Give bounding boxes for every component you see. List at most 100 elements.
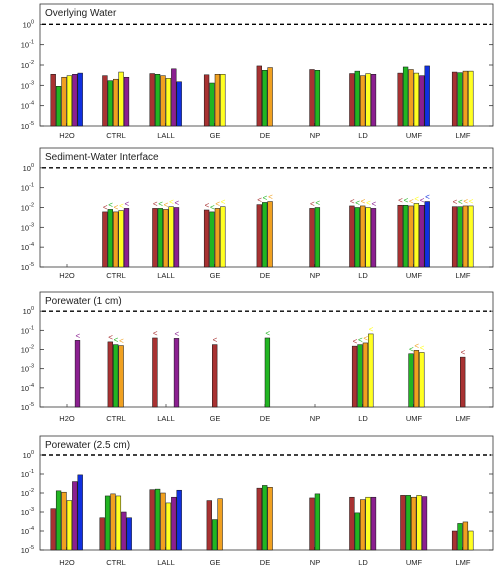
bar <box>61 491 67 551</box>
y-tick-label: 100 <box>23 19 34 29</box>
bar <box>457 72 463 127</box>
y-tick-label: 100 <box>23 163 34 173</box>
detection-limit-marker: < <box>363 334 368 343</box>
y-tick-label: 100 <box>23 450 34 460</box>
bar <box>157 208 163 268</box>
category-label: LMF <box>456 414 471 423</box>
y-tick-label: 10-2 <box>21 60 34 70</box>
detection-limit-marker: < <box>420 343 425 352</box>
detection-limit-marker: < <box>453 198 458 207</box>
bar <box>214 74 221 127</box>
bar <box>118 71 124 127</box>
bar <box>154 488 161 551</box>
detection-limit-marker: < <box>263 193 268 202</box>
bar <box>256 204 262 268</box>
panel-title: Sediment-Water Interface <box>45 152 159 163</box>
bar <box>368 333 374 408</box>
y-tick-label: 10-1 <box>21 183 34 193</box>
bar <box>462 70 469 127</box>
bar <box>163 209 169 268</box>
y-tick-label: 100 <box>23 306 34 316</box>
bar <box>460 356 466 408</box>
detection-limit-marker: < <box>350 197 355 206</box>
bar <box>123 208 130 268</box>
detection-limit-marker: < <box>315 199 320 208</box>
bar <box>212 519 218 551</box>
bar <box>354 70 360 127</box>
bar <box>104 495 111 551</box>
bar <box>267 67 273 127</box>
detection-limit-marker: < <box>108 200 113 209</box>
bar <box>212 344 218 408</box>
bar <box>360 205 366 268</box>
bar <box>72 481 78 551</box>
detection-limit-marker: < <box>265 329 270 338</box>
bar <box>118 345 124 408</box>
bar <box>365 496 371 551</box>
y-tick-label: 10-4 <box>21 242 34 252</box>
category-label: LALL <box>157 414 175 423</box>
detection-limit-marker: < <box>310 199 315 208</box>
bar <box>309 497 315 551</box>
bar <box>203 74 210 127</box>
panel-title: Porewater (2.5 cm) <box>45 440 130 451</box>
detection-limit-marker: < <box>463 197 468 206</box>
bar <box>365 207 371 268</box>
bar <box>74 340 81 408</box>
category-label: UMF <box>406 131 423 140</box>
bar <box>102 211 108 268</box>
bar <box>50 508 56 551</box>
bar <box>165 78 172 127</box>
y-tick-label: 10-4 <box>21 526 34 536</box>
bar <box>416 495 422 551</box>
bar <box>413 72 420 127</box>
bar <box>72 74 78 127</box>
bar <box>113 211 119 268</box>
bar <box>126 517 132 551</box>
detection-limit-marker: < <box>369 325 374 334</box>
bar <box>77 474 83 551</box>
chart-panel-2: 10-5 10-4 10-3 10-2 10-1 100 Sediment-Water In… <box>21 147 494 280</box>
detection-limit-marker: < <box>398 196 403 205</box>
category-label: GE <box>210 271 221 280</box>
category-label: NP <box>310 558 320 567</box>
detection-limit-marker: < <box>425 193 430 202</box>
detection-limit-marker: < <box>205 201 210 210</box>
category-label: DE <box>260 271 270 280</box>
y-tick-label: 10-5 <box>21 262 34 272</box>
category-label: GE <box>210 558 221 567</box>
category-label: LD <box>358 271 368 280</box>
category-label: UMF <box>406 271 423 280</box>
bar <box>314 70 321 127</box>
bar <box>451 71 458 127</box>
bar <box>349 205 355 268</box>
y-tick-label: 10-4 <box>21 383 34 393</box>
bar <box>413 203 420 268</box>
bar <box>220 74 226 127</box>
category-label: H2O <box>59 558 75 567</box>
category-label: UMF <box>406 558 423 567</box>
detection-limit-marker: < <box>268 193 273 202</box>
category-label: NP <box>310 131 320 140</box>
y-tick-label: 10-5 <box>21 402 34 412</box>
detection-limit-marker: < <box>75 331 80 340</box>
bar <box>176 489 182 551</box>
bar <box>267 201 273 268</box>
chart-panel-4: 10-5 10-4 10-3 10-2 10-1 100 Porewater (2.5 cm… <box>21 435 494 567</box>
detection-limit-marker: < <box>103 203 108 212</box>
bar <box>206 500 212 551</box>
detection-limit-marker: < <box>409 345 414 354</box>
y-tick-label: 10-1 <box>21 325 34 335</box>
category-label: LALL <box>157 271 175 280</box>
category-label: LMF <box>456 271 471 280</box>
bar <box>149 489 155 551</box>
category-label: DE <box>260 558 270 567</box>
bar <box>209 82 215 127</box>
category-label: UMF <box>406 414 423 423</box>
category-label: DE <box>260 414 270 423</box>
category-label: LD <box>358 558 368 567</box>
bar <box>107 209 113 268</box>
detection-limit-marker: < <box>114 336 119 345</box>
bar <box>107 341 113 408</box>
bar <box>152 208 158 268</box>
